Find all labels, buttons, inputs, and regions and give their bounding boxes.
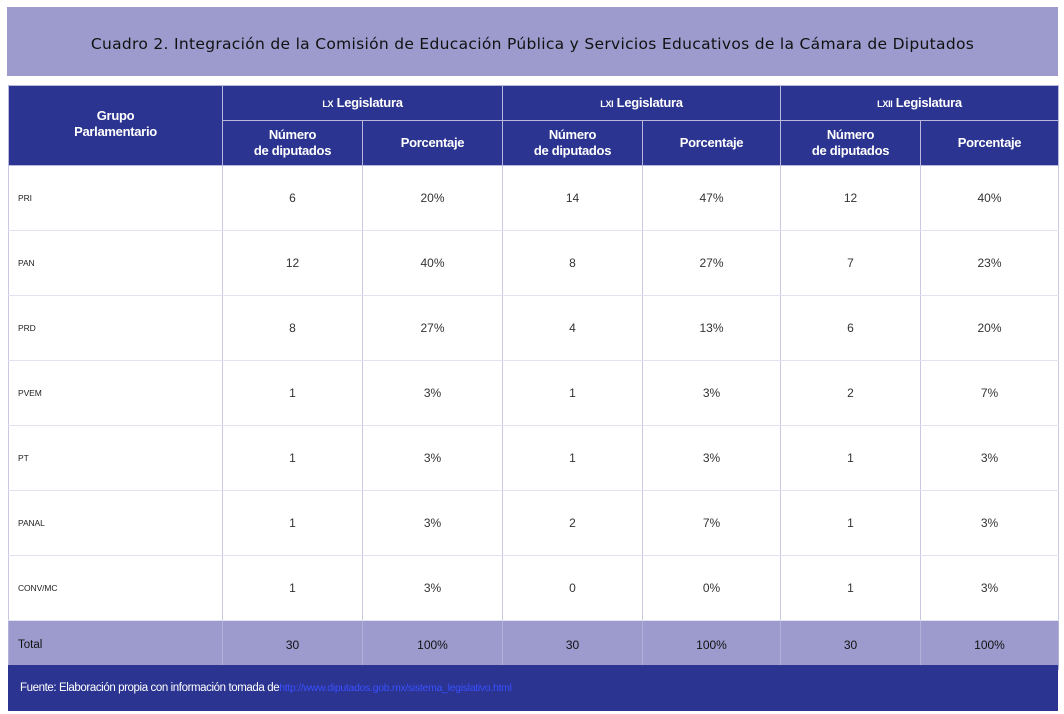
value-cell: 23% — [920, 230, 1060, 296]
header-row-subcolumns: Número de diputados Porcentaje Número de d… — [9, 120, 1060, 166]
header-grupo-parlamentario: Grupo Parlamentario — [8, 85, 223, 166]
party-cell: PRI — [8, 165, 223, 231]
total-cell: 100% — [920, 620, 1060, 670]
value-cell: 1 — [222, 490, 363, 556]
value-cell: 7 — [780, 230, 922, 296]
header-legislatura-lx: LX Legislatura — [222, 85, 503, 121]
party-cell: PVEM — [8, 360, 223, 426]
value-cell: 1 — [780, 555, 922, 621]
value-cell: 2 — [780, 360, 922, 426]
value-cell: 3% — [920, 555, 1060, 621]
party-cell: CONV/MC — [8, 555, 223, 621]
value-cell: 1 — [502, 425, 643, 491]
table-row-total: Total 30 100% 30 100% 30 100% — [8, 620, 1060, 670]
title-bar: Cuadro 2. Integración de la Comisión de … — [7, 7, 1058, 76]
composition-table: Grupo Parlamentario LX Legislatura LXI L… — [8, 85, 1060, 670]
value-cell: 1 — [222, 555, 363, 621]
value-cell: 1 — [222, 360, 363, 426]
value-cell: 3% — [920, 490, 1060, 556]
value-cell: 7% — [641, 490, 782, 556]
total-cell: 30 — [502, 620, 643, 670]
total-label: Total — [8, 620, 223, 670]
party-cell: PANAL — [8, 490, 223, 556]
header-porcentaje: Porcentaje — [920, 120, 1060, 166]
header-group-line1: Grupo — [96, 108, 135, 123]
value-cell: 3% — [641, 425, 782, 491]
value-cell: 6 — [222, 165, 363, 231]
table-row-pri: PRI 6 20% 14 47% 12 40% — [8, 165, 1060, 231]
value-cell: 6 — [780, 295, 922, 361]
header-porcentaje: Porcentaje — [641, 120, 782, 166]
value-cell: 1 — [502, 360, 643, 426]
value-cell: 14 — [502, 165, 643, 231]
table-row-conv-mc: CONV/MC 1 3% 0 0% 1 3% — [8, 555, 1060, 621]
value-cell: 4 — [502, 295, 643, 361]
value-cell: 3% — [362, 555, 503, 621]
value-cell: 8 — [502, 230, 643, 296]
value-cell: 1 — [780, 425, 922, 491]
header-legislatura-lxi: LXI Legislatura — [501, 85, 782, 121]
total-cell: 100% — [362, 620, 503, 670]
value-cell: 3% — [641, 360, 782, 426]
value-cell: 0 — [502, 555, 643, 621]
value-cell: 20% — [362, 165, 503, 231]
header-numero-diputados: Número de diputados — [780, 120, 922, 166]
value-cell: 13% — [641, 295, 782, 361]
value-cell: 0% — [641, 555, 782, 621]
value-cell: 1 — [780, 490, 922, 556]
header-numero-diputados: Número de diputados — [222, 120, 363, 166]
value-cell: 47% — [641, 165, 782, 231]
table-title: Cuadro 2. Integración de la Comisión de … — [90, 34, 975, 53]
table-row-panal: PANAL 1 3% 2 7% 1 3% — [8, 490, 1060, 556]
header-legislatura-lxii: LXII Legislatura — [780, 85, 1060, 121]
value-cell: 3% — [362, 490, 503, 556]
source-text: Fuente: Elaboración propia con informaci… — [20, 682, 280, 694]
value-cell: 3% — [920, 425, 1060, 491]
table-row-pvem: PVEM 1 3% 1 3% 2 7% — [8, 360, 1060, 426]
party-cell: PRD — [8, 295, 223, 361]
total-cell: 30 — [780, 620, 922, 670]
value-cell: 12 — [780, 165, 922, 231]
total-cell: 100% — [641, 620, 782, 670]
table-row-pan: PAN 12 40% 8 27% 7 23% — [8, 230, 1060, 296]
header-numero-diputados: Número de diputados — [502, 120, 643, 166]
value-cell: 8 — [222, 295, 363, 361]
value-cell: 3% — [362, 360, 503, 426]
party-cell: PT — [8, 425, 223, 491]
table-row-prd: PRD 8 27% 4 13% 6 20% — [8, 295, 1060, 361]
value-cell: 20% — [920, 295, 1060, 361]
value-cell: 3% — [362, 425, 503, 491]
party-cell: PAN — [8, 230, 223, 296]
source-link[interactable]: http://www.diputados.gob.mx/sistema_legi… — [279, 682, 512, 694]
value-cell: 12 — [222, 230, 363, 296]
header-row-legislaturas: Grupo Parlamentario LX Legislatura LXI L… — [8, 85, 1060, 166]
value-cell: 27% — [641, 230, 782, 296]
value-cell: 40% — [362, 230, 503, 296]
value-cell: 1 — [222, 425, 363, 491]
source-note: Fuente: Elaboración propia con informaci… — [8, 665, 1058, 711]
value-cell: 7% — [920, 360, 1060, 426]
table-row-pt: PT 1 3% 1 3% 1 3% — [8, 425, 1060, 491]
total-cell: 30 — [222, 620, 363, 670]
header-group-line2: Parlamentario — [74, 124, 157, 139]
value-cell: 2 — [502, 490, 643, 556]
header-porcentaje: Porcentaje — [362, 120, 503, 166]
value-cell: 27% — [362, 295, 503, 361]
value-cell: 40% — [920, 165, 1060, 231]
